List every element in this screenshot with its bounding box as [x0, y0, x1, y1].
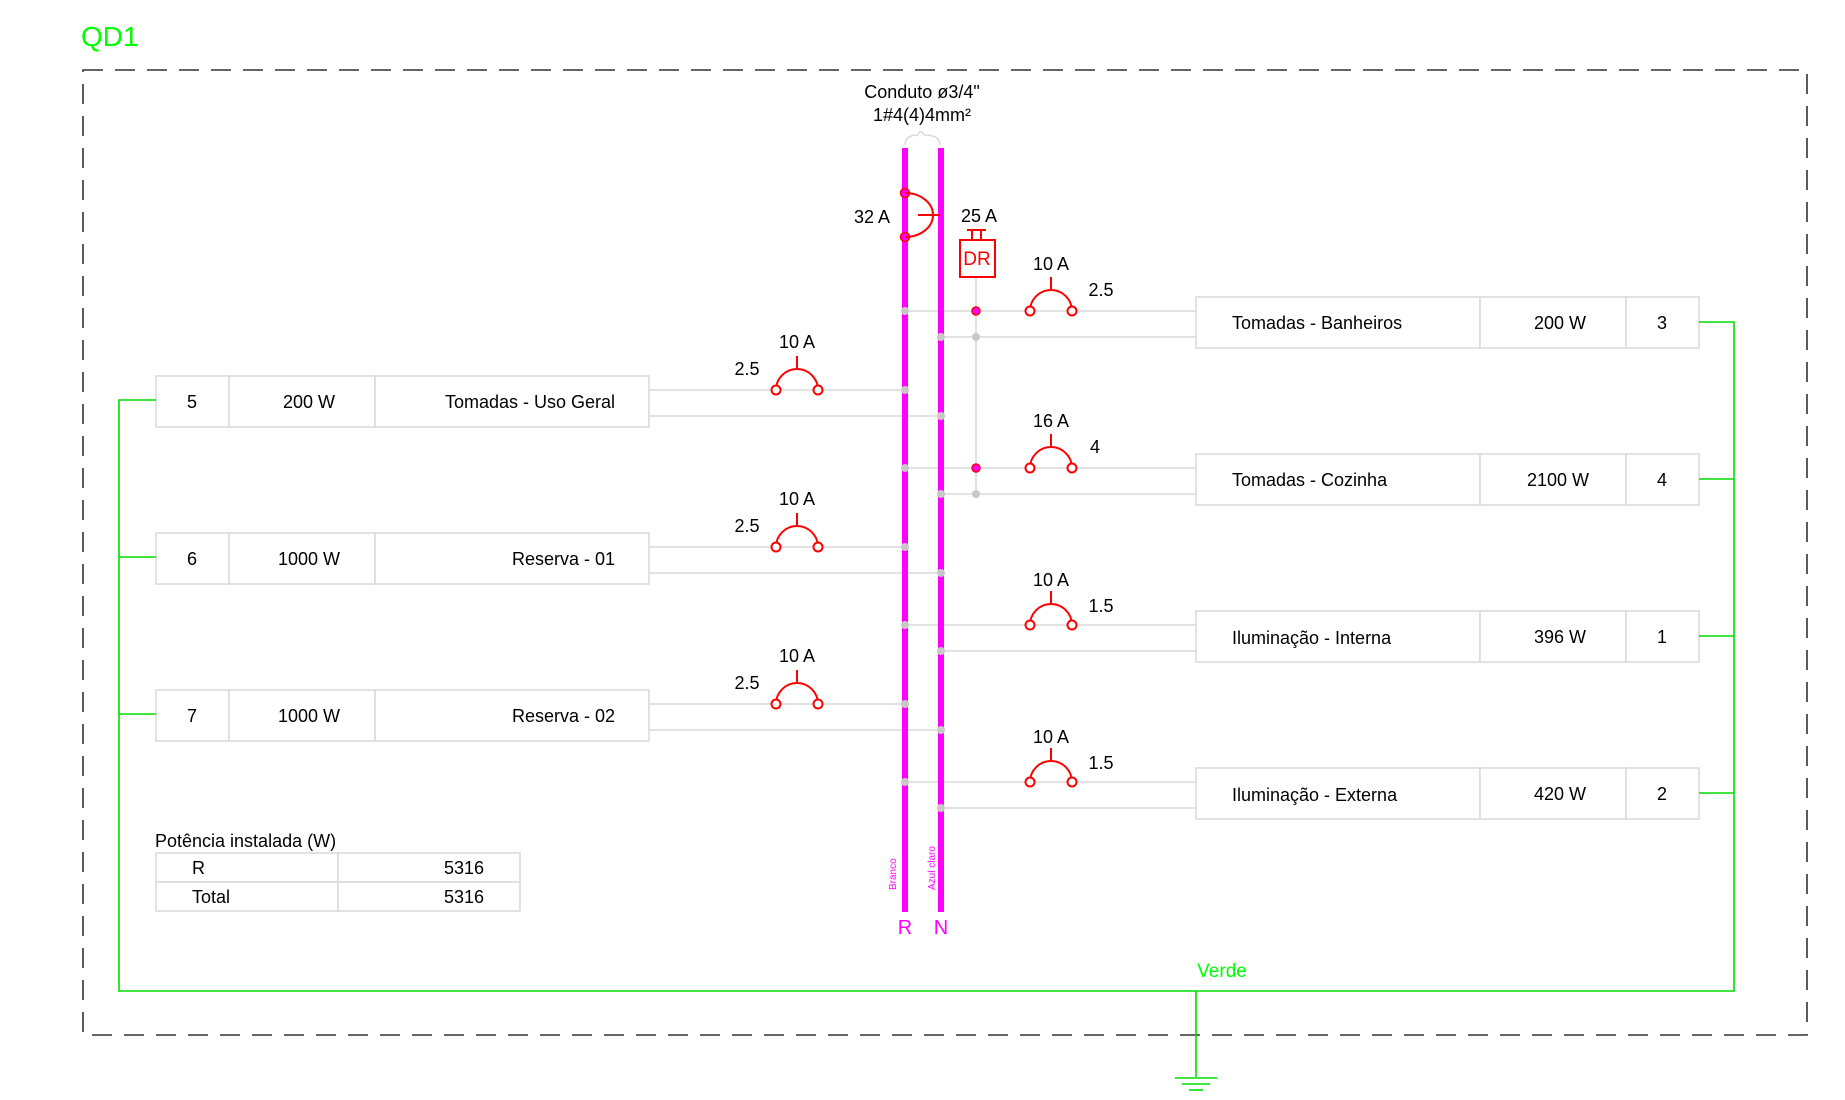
- conduit-label-line2: 1#4(4)4mm²: [873, 105, 971, 125]
- left-branch-wires: [649, 389, 941, 731]
- right-circuit-4: Tomadas - Cozinha 2100 W 4: [1195, 453, 1700, 506]
- neutral-bus-label: N: [934, 917, 948, 939]
- right-breaker-4-section: 4: [1090, 437, 1100, 457]
- right-circuit-1-number: 1: [1657, 627, 1667, 647]
- left-breaker-7-rating: 10 A: [779, 646, 815, 666]
- phase-bus-label: R: [898, 917, 912, 939]
- right-breaker-2-rating: 10 A: [1033, 727, 1069, 747]
- right-breaker-1: [1024, 591, 1078, 631]
- dr-label: DR: [963, 249, 990, 270]
- right-branch-wires: [905, 278, 1196, 809]
- right-breaker-2: [1024, 748, 1078, 788]
- right-circuit-3: Tomadas - Banheiros 200 W 3: [1195, 296, 1700, 349]
- right-circuit-1-name: Iluminação - Interna: [1232, 628, 1392, 648]
- right-circuit-2-power: 420 W: [1534, 784, 1586, 804]
- panel-title: QD1: [81, 21, 139, 52]
- earth-ground-icon: [1175, 1077, 1217, 1091]
- left-circuit-7-name: Reserva - 02: [512, 706, 615, 726]
- right-breaker-3-section: 2.5: [1088, 280, 1113, 300]
- left-circuit-6: 6 1000 W Reserva - 01: [155, 532, 650, 585]
- right-circuit-2-number: 2: [1657, 784, 1667, 804]
- left-circuit-7: 7 1000 W Reserva - 02: [155, 689, 650, 742]
- left-breaker-5-section: 2.5: [734, 359, 759, 379]
- left-circuit-5: 5 200 W Tomadas - Uso Geral: [155, 375, 650, 428]
- phase-bus-color-name: Branco: [888, 858, 899, 890]
- ground-wire-label: Verde: [1197, 961, 1247, 982]
- junction-dots: [901, 307, 980, 812]
- power-table-title: Potência instalada (W): [155, 831, 336, 851]
- right-circuit-1: Iluminação - Interna 396 W 1: [1195, 610, 1700, 663]
- power-table: R 5316 Total 5316: [155, 852, 521, 912]
- right-breaker-4: [1024, 434, 1078, 474]
- left-circuit-6-power: 1000 W: [278, 549, 340, 569]
- right-circuit-3-power: 200 W: [1534, 313, 1586, 333]
- right-circuit-4-number: 4: [1657, 470, 1667, 490]
- right-breaker-2-section: 1.5: [1088, 753, 1113, 773]
- left-breaker-7: [770, 670, 824, 710]
- power-table-row-value: 5316: [444, 858, 484, 878]
- right-circuit-4-power: 2100 W: [1527, 470, 1589, 490]
- right-breaker-3: [1024, 277, 1078, 317]
- left-circuit-7-number: 7: [187, 706, 197, 726]
- dr-rating: 25 A: [961, 206, 997, 226]
- power-table-total-label: Total: [192, 887, 230, 907]
- left-circuit-5-name: Tomadas - Uso Geral: [445, 392, 615, 412]
- right-breaker-4-rating: 16 A: [1033, 411, 1069, 431]
- power-table-row-label: R: [192, 858, 205, 878]
- conduit-brace: [904, 130, 941, 146]
- main-breaker: [899, 187, 940, 243]
- right-breaker-1-rating: 10 A: [1033, 570, 1069, 590]
- left-circuit-5-number: 5: [187, 392, 197, 412]
- left-breaker-6-rating: 10 A: [779, 489, 815, 509]
- left-circuit-5-power: 200 W: [283, 392, 335, 412]
- neutral-bus-color-name: Azul claro: [927, 846, 938, 890]
- right-circuit-3-number: 3: [1657, 313, 1667, 333]
- left-breaker-5-rating: 10 A: [779, 332, 815, 352]
- right-circuit-1-power: 396 W: [1534, 627, 1586, 647]
- right-circuit-2-name: Iluminação - Externa: [1232, 785, 1398, 805]
- right-breaker-1-section: 1.5: [1088, 596, 1113, 616]
- left-circuit-6-name: Reserva - 01: [512, 549, 615, 569]
- dr-device: [959, 229, 996, 473]
- left-circuit-7-power: 1000 W: [278, 706, 340, 726]
- ground-wiring: [118, 321, 1735, 1077]
- right-circuit-2: Iluminação - Externa 420 W 2: [1195, 767, 1700, 820]
- right-circuit-4-name: Tomadas - Cozinha: [1232, 470, 1388, 490]
- left-breaker-6: [770, 513, 824, 553]
- left-breaker-5: [770, 356, 824, 396]
- power-table-total-value: 5316: [444, 887, 484, 907]
- left-circuit-6-number: 6: [187, 549, 197, 569]
- left-breaker-7-section: 2.5: [734, 673, 759, 693]
- right-breaker-3-rating: 10 A: [1033, 254, 1069, 274]
- right-circuit-3-name: Tomadas - Banheiros: [1232, 313, 1402, 333]
- left-breaker-6-section: 2.5: [734, 516, 759, 536]
- conduit-label-line1: Conduto ø3/4": [864, 82, 979, 102]
- main-breaker-rating: 32 A: [854, 207, 890, 227]
